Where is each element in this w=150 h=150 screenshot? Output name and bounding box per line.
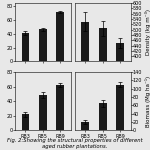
Bar <box>81 22 89 150</box>
Bar <box>81 122 89 130</box>
Bar <box>39 29 47 62</box>
Bar <box>99 28 107 150</box>
Bar <box>99 103 107 130</box>
Y-axis label: Biomass (Mg ha⁻¹): Biomass (Mg ha⁻¹) <box>145 76 150 127</box>
Bar <box>116 85 124 130</box>
Bar <box>21 33 29 61</box>
Bar <box>116 43 124 150</box>
Text: Fig. 2:Showing the structural properties of different aged rubber plantations.: Fig. 2:Showing the structural properties… <box>7 138 143 149</box>
Bar <box>56 12 64 61</box>
Y-axis label: Density (kg m⁻³): Density (kg m⁻³) <box>145 9 150 55</box>
Bar <box>21 114 29 130</box>
Bar <box>56 85 64 130</box>
Bar <box>39 95 47 130</box>
